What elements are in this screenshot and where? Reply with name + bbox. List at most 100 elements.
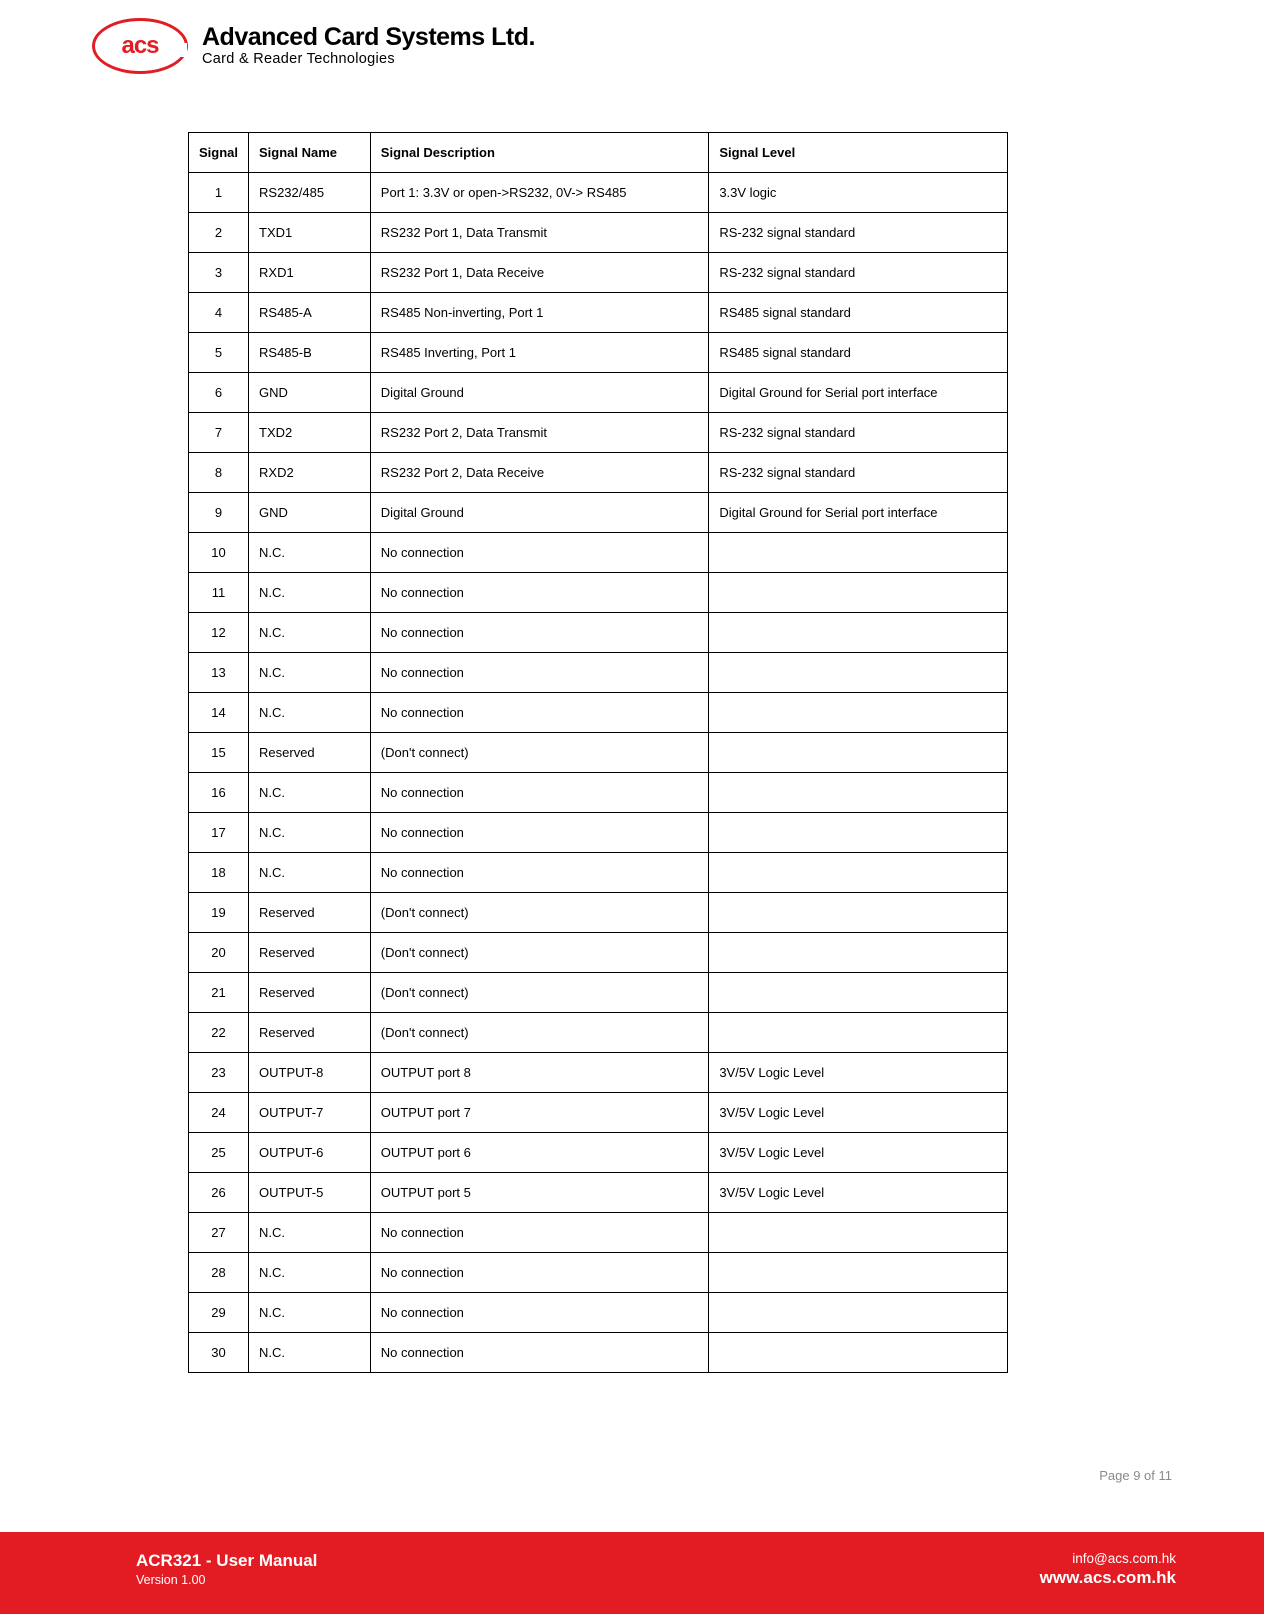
cell-signal-level xyxy=(709,1293,1008,1333)
cell-signal-name: Reserved xyxy=(249,933,371,973)
table-row: 2TXD1RS232 Port 1, Data TransmitRS-232 s… xyxy=(189,213,1008,253)
cell-signal: 2 xyxy=(189,213,249,253)
cell-signal-name: RS485-A xyxy=(249,293,371,333)
col-header-signal: Signal xyxy=(189,133,249,173)
cell-signal-desc: No connection xyxy=(370,1333,709,1373)
table-row: 22Reserved(Don't connect) xyxy=(189,1013,1008,1053)
footer-bar: ACR321 - User Manual Version 1.00 info@a… xyxy=(0,1532,1264,1614)
page-header: acs Advanced Card Systems Ltd. Card & Re… xyxy=(0,0,1264,74)
cell-signal-name: N.C. xyxy=(249,1333,371,1373)
logo-text: acs xyxy=(121,32,158,60)
cell-signal-desc: (Don't connect) xyxy=(370,893,709,933)
cell-signal: 6 xyxy=(189,373,249,413)
table-row: 6GNDDigital GroundDigital Ground for Ser… xyxy=(189,373,1008,413)
cell-signal-name: GND xyxy=(249,373,371,413)
cell-signal: 20 xyxy=(189,933,249,973)
footer-website: www.acs.com.hk xyxy=(1040,1568,1176,1588)
cell-signal-name: Reserved xyxy=(249,893,371,933)
cell-signal-level: 3V/5V Logic Level xyxy=(709,1053,1008,1093)
cell-signal-desc: OUTPUT port 7 xyxy=(370,1093,709,1133)
cell-signal-desc: Digital Ground xyxy=(370,373,709,413)
cell-signal-level: RS485 signal standard xyxy=(709,333,1008,373)
cell-signal-name: RS485-B xyxy=(249,333,371,373)
cell-signal-desc: (Don't connect) xyxy=(370,973,709,1013)
brand-main: Advanced Card Systems Ltd. xyxy=(202,24,535,52)
cell-signal: 3 xyxy=(189,253,249,293)
cell-signal-desc: RS232 Port 1, Data Transmit xyxy=(370,213,709,253)
col-header-signal-desc: Signal Description xyxy=(370,133,709,173)
table-row: 8RXD2RS232 Port 2, Data ReceiveRS-232 si… xyxy=(189,453,1008,493)
cell-signal: 25 xyxy=(189,1133,249,1173)
table-row: 18N.C.No connection xyxy=(189,853,1008,893)
col-header-signal-level: Signal Level xyxy=(709,133,1008,173)
cell-signal-name: N.C. xyxy=(249,813,371,853)
cell-signal-name: N.C. xyxy=(249,613,371,653)
cell-signal: 26 xyxy=(189,1173,249,1213)
cell-signal-level xyxy=(709,933,1008,973)
acs-logo-icon: acs xyxy=(92,18,188,74)
cell-signal-level xyxy=(709,813,1008,853)
cell-signal: 22 xyxy=(189,1013,249,1053)
footer-right: info@acs.com.hk www.acs.com.hk xyxy=(1040,1551,1176,1588)
table-row: 21Reserved(Don't connect) xyxy=(189,973,1008,1013)
cell-signal: 16 xyxy=(189,773,249,813)
cell-signal-level xyxy=(709,613,1008,653)
cell-signal-level xyxy=(709,1253,1008,1293)
cell-signal-desc: No connection xyxy=(370,853,709,893)
cell-signal-desc: No connection xyxy=(370,693,709,733)
cell-signal: 11 xyxy=(189,573,249,613)
cell-signal-desc: No connection xyxy=(370,1293,709,1333)
cell-signal-desc: (Don't connect) xyxy=(370,933,709,973)
table-row: 29N.C.No connection xyxy=(189,1293,1008,1333)
table-row: 19Reserved(Don't connect) xyxy=(189,893,1008,933)
cell-signal-desc: OUTPUT port 6 xyxy=(370,1133,709,1173)
cell-signal-desc: RS485 Non-inverting, Port 1 xyxy=(370,293,709,333)
cell-signal-desc: Digital Ground xyxy=(370,493,709,533)
table-row: 23OUTPUT-8OUTPUT port 83V/5V Logic Level xyxy=(189,1053,1008,1093)
cell-signal-level xyxy=(709,893,1008,933)
table-row: 9GNDDigital GroundDigital Ground for Ser… xyxy=(189,493,1008,533)
cell-signal-level: Digital Ground for Serial port interface xyxy=(709,493,1008,533)
table-row: 7TXD2RS232 Port 2, Data TransmitRS-232 s… xyxy=(189,413,1008,453)
cell-signal: 29 xyxy=(189,1293,249,1333)
cell-signal-desc: Port 1: 3.3V or open->RS232, 0V-> RS485 xyxy=(370,173,709,213)
table-header-row: Signal Signal Name Signal Description Si… xyxy=(189,133,1008,173)
cell-signal-level: RS-232 signal standard xyxy=(709,413,1008,453)
table-row: 10N.C.No connection xyxy=(189,533,1008,573)
cell-signal-level xyxy=(709,973,1008,1013)
doc-version: Version 1.00 xyxy=(136,1573,317,1587)
cell-signal-level: RS485 signal standard xyxy=(709,293,1008,333)
footer-block: ACR321 - User Manual Version 1.00 info@a… xyxy=(0,1535,1264,1614)
table-row: 11N.C.No connection xyxy=(189,573,1008,613)
cell-signal-name: N.C. xyxy=(249,533,371,573)
brand-sub: Card & Reader Technologies xyxy=(202,52,535,68)
cell-signal-desc: OUTPUT port 5 xyxy=(370,1173,709,1213)
cell-signal: 19 xyxy=(189,893,249,933)
cell-signal-level xyxy=(709,1213,1008,1253)
cell-signal-level xyxy=(709,1333,1008,1373)
cell-signal: 15 xyxy=(189,733,249,773)
table-row: 28N.C.No connection xyxy=(189,1253,1008,1293)
cell-signal: 14 xyxy=(189,693,249,733)
cell-signal-desc: No connection xyxy=(370,813,709,853)
cell-signal-name: N.C. xyxy=(249,1293,371,1333)
cell-signal-name: RXD1 xyxy=(249,253,371,293)
cell-signal: 18 xyxy=(189,853,249,893)
cell-signal: 21 xyxy=(189,973,249,1013)
cell-signal-level xyxy=(709,733,1008,773)
cell-signal-name: N.C. xyxy=(249,693,371,733)
cell-signal-name: TXD2 xyxy=(249,413,371,453)
cell-signal-name: OUTPUT-5 xyxy=(249,1173,371,1213)
table-row: 4RS485-ARS485 Non-inverting, Port 1RS485… xyxy=(189,293,1008,333)
cell-signal: 27 xyxy=(189,1213,249,1253)
cell-signal-level xyxy=(709,653,1008,693)
cell-signal-name: RXD2 xyxy=(249,453,371,493)
table-row: 3RXD1RS232 Port 1, Data ReceiveRS-232 si… xyxy=(189,253,1008,293)
doc-title: ACR321 - User Manual xyxy=(136,1551,317,1571)
cell-signal: 23 xyxy=(189,1053,249,1093)
table-row: 20Reserved(Don't connect) xyxy=(189,933,1008,973)
cell-signal-name: Reserved xyxy=(249,973,371,1013)
cell-signal: 28 xyxy=(189,1253,249,1293)
table-row: 12N.C.No connection xyxy=(189,613,1008,653)
page-number: Page 9 of 11 xyxy=(1099,1468,1172,1483)
